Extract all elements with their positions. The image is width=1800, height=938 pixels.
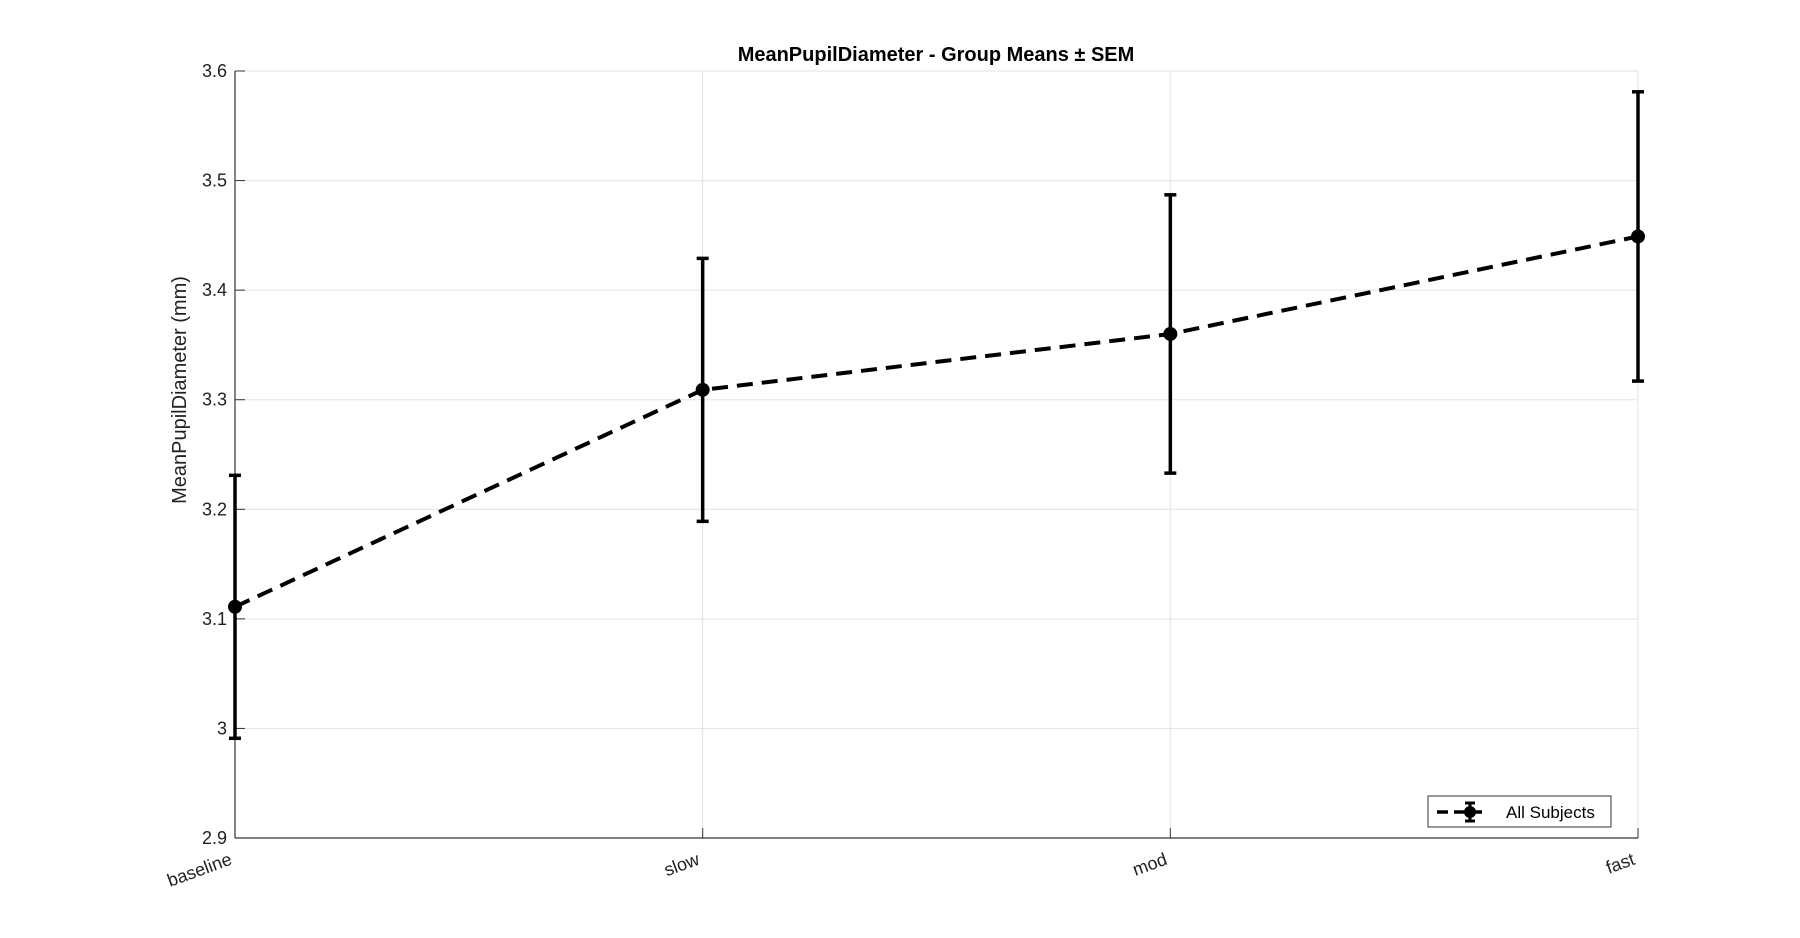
- legend-marker-swatch: [1464, 806, 1476, 818]
- y-tick-label: 3.5: [202, 171, 227, 191]
- chart-title: MeanPupilDiameter - Group Means ± SEM: [738, 44, 1135, 66]
- data-point: [1163, 326, 1178, 341]
- y-tick-label: 3.2: [202, 499, 227, 519]
- data-point: [1631, 229, 1645, 244]
- y-tick-label: 3: [217, 718, 227, 738]
- legend-label: All Subjects: [1506, 803, 1595, 822]
- data-point: [228, 599, 242, 614]
- series-line: [234, 234, 1639, 609]
- y-tick-label: 3.6: [202, 61, 227, 81]
- data-point: [695, 382, 710, 397]
- series-layer: [228, 90, 1645, 741]
- legend[interactable]: All Subjects: [1427, 795, 1612, 828]
- y-axis-label: MeanPupilDiameter (mm): [169, 276, 191, 504]
- y-tick-label: 3.4: [202, 280, 227, 300]
- y-tick-label: 3.1: [202, 609, 227, 629]
- y-tick-label: 3.3: [202, 390, 227, 410]
- y-tick-label: 2.9: [202, 828, 227, 848]
